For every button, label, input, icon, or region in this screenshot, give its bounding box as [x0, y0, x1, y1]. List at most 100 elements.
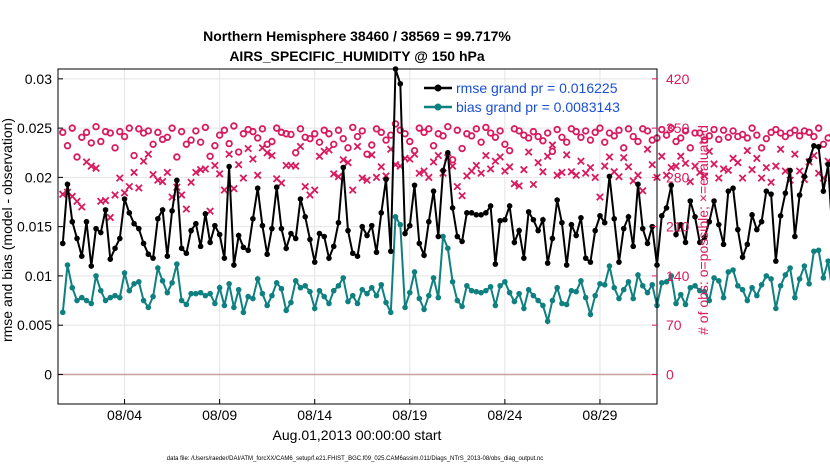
bias-point [330, 287, 337, 294]
rmse-point [540, 216, 546, 223]
obs-possible-point [192, 127, 200, 135]
bias-point [226, 280, 232, 287]
obs-possible-point [686, 144, 694, 152]
obs-possible-point [819, 140, 828, 149]
obs-possible-point [173, 153, 181, 161]
obs-evaluated-point [125, 182, 134, 191]
rmse-point [792, 233, 798, 240]
rmse-point [69, 218, 76, 225]
obs-possible-point [249, 127, 257, 136]
rmse-point [497, 217, 503, 224]
obs-evaluated-point [572, 171, 581, 180]
obs-evaluated-point [648, 160, 657, 169]
bias-point [102, 297, 109, 304]
obs-evaluated-point [220, 186, 229, 194]
bias-point [178, 297, 185, 304]
rmse-point [658, 213, 665, 219]
obs-possible-point [643, 127, 652, 135]
bias-point [231, 304, 237, 311]
obs-possible-point [486, 129, 495, 137]
obs-evaluated-point [539, 167, 547, 176]
obs-evaluated-point [700, 172, 709, 180]
bias-point [568, 287, 575, 294]
bias-point [264, 302, 270, 309]
rmse-point [739, 254, 746, 260]
bias-point [326, 300, 332, 307]
bias-point [582, 294, 589, 301]
rmse-point [406, 222, 413, 229]
obs-evaluated-point [686, 177, 695, 186]
bias-point [283, 307, 289, 314]
obs-evaluated-point [253, 171, 262, 180]
bias-point [112, 292, 118, 299]
rmse-point [597, 213, 603, 219]
rmse-point [269, 225, 275, 232]
bias-point [820, 275, 827, 281]
bias-point [544, 318, 551, 325]
obs-possible-point [320, 126, 328, 134]
obs-evaluated-point [624, 162, 633, 171]
rmse-point [639, 225, 646, 232]
bias-point [416, 295, 423, 302]
obs-evaluated-point [277, 179, 286, 187]
rmse-point [349, 250, 356, 257]
rmse-point [677, 221, 684, 228]
bias-point [464, 282, 470, 289]
obs-possible-point [111, 144, 119, 152]
x-axis-ticks: 08/04 08/09 08/14 08/19 08/24 08/29 [107, 399, 618, 423]
obs-evaluated-point [776, 145, 785, 154]
rmse-point [559, 219, 565, 226]
obs-possible-point [558, 133, 566, 141]
obs-evaluated-point [791, 150, 799, 158]
rmse-point [682, 239, 689, 246]
rmse-point [701, 234, 708, 241]
bias-point [540, 302, 546, 309]
bias-point [754, 292, 760, 299]
obs-evaluated-point [752, 154, 761, 163]
obs-evaluated-point [705, 147, 714, 156]
bias-point [616, 295, 622, 302]
bias-point [625, 279, 632, 285]
obs-evaluated-point [662, 171, 671, 180]
bias-point [197, 289, 204, 296]
y-axis-label-right: # of obs: o=possible; ×=evaluated [695, 125, 711, 335]
bias-point [492, 302, 499, 309]
obs-evaluated-point [101, 196, 110, 205]
rmse-point [59, 240, 66, 247]
bias-point [288, 299, 294, 306]
obs-evaluated-point [619, 153, 628, 162]
rmse-point [383, 176, 389, 183]
bias-point [117, 294, 123, 301]
bias-point [150, 293, 156, 300]
bias-point [402, 304, 408, 311]
rmse-point [440, 167, 446, 174]
obs-possible-point [135, 125, 143, 133]
rmse-point [768, 191, 774, 197]
rmse-point [483, 210, 489, 216]
rmse-point [601, 219, 608, 226]
obs-possible-point [106, 129, 114, 137]
obs-possible-point [591, 128, 599, 137]
obs-possible-point [743, 134, 752, 142]
bias-point [516, 290, 522, 297]
bias-point [711, 275, 717, 281]
bias-point [549, 297, 556, 304]
bias-point [345, 298, 351, 305]
rmse-point [544, 260, 551, 266]
obs-possible-point [187, 136, 195, 144]
obs-possible-point [144, 127, 153, 135]
legend-bias-label: bias grand pr = 0.0083143 [456, 99, 620, 115]
rmse-point [297, 196, 304, 202]
bias-point [696, 287, 703, 294]
obs-possible-point [168, 124, 176, 132]
obs-possible-point [453, 126, 462, 134]
data-file-footnote: data file: /Users/raeder/DAI/ATM_forcXX/… [167, 456, 543, 462]
obs-possible-point [206, 152, 214, 160]
rmse-point [164, 253, 171, 260]
bias-point [169, 280, 175, 286]
rmse-point [102, 207, 109, 213]
bias-point [811, 248, 817, 255]
obs-evaluated-point [672, 162, 680, 170]
obs-possible-point [662, 131, 671, 139]
obs-evaluated-point [211, 161, 219, 170]
